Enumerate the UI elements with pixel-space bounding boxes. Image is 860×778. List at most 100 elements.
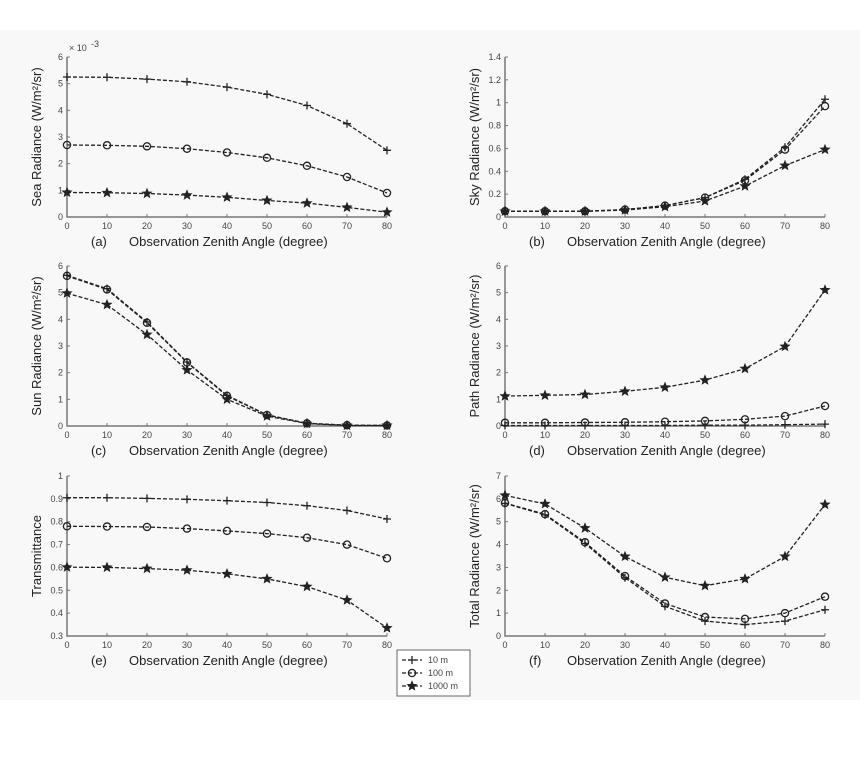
y-tick-label: 2 bbox=[496, 368, 501, 378]
x-tick-label: 50 bbox=[700, 430, 710, 440]
y-multiplier: × 10 bbox=[69, 43, 87, 53]
plus-marker-icon bbox=[223, 496, 231, 505]
star-marker-icon bbox=[261, 194, 273, 206]
x-tick-label: 20 bbox=[580, 221, 590, 231]
plus-marker-icon bbox=[63, 73, 71, 81]
star-marker-icon bbox=[579, 388, 591, 400]
circle-marker-icon bbox=[102, 522, 112, 531]
star-marker-icon bbox=[301, 580, 313, 592]
x-tick-label: 80 bbox=[382, 430, 392, 440]
figure-background bbox=[0, 30, 860, 700]
panel-label: (d) bbox=[529, 443, 545, 458]
y-axis-label: Sun Radiance (W/m²/sr) bbox=[29, 276, 44, 415]
y-tick-label: 1 bbox=[58, 185, 63, 195]
y-tick-label: 4 bbox=[58, 105, 63, 115]
x-axis-label: Observation Zenith Angle (degree) bbox=[129, 443, 328, 458]
x-tick-label: 20 bbox=[142, 221, 152, 231]
y-tick-label: 0.5 bbox=[50, 585, 63, 595]
star-marker-icon bbox=[141, 187, 153, 199]
series-10m bbox=[63, 493, 391, 523]
y-tick-label: 5 bbox=[58, 79, 63, 89]
panel-label: (b) bbox=[529, 234, 545, 249]
star-marker-icon bbox=[619, 385, 631, 397]
x-tick-label: 50 bbox=[700, 640, 710, 650]
star-marker-icon bbox=[499, 489, 511, 501]
star-marker-icon bbox=[539, 498, 551, 509]
y-axis-label: Path Radiance (W/m²/sr) bbox=[467, 274, 482, 417]
star-marker-icon bbox=[819, 143, 831, 155]
star-marker-icon bbox=[699, 195, 711, 206]
y-axis-label: Total Radiance (W/m²/sr) bbox=[467, 484, 482, 628]
circle-marker-icon bbox=[780, 411, 790, 421]
x-axis-label: Observation Zenith Angle (degree) bbox=[129, 234, 328, 249]
circle-marker-icon bbox=[620, 571, 630, 581]
y-tick-label: 0 bbox=[58, 212, 63, 222]
x-tick-label: 50 bbox=[262, 640, 272, 650]
circle-marker-icon bbox=[740, 415, 750, 424]
series-10m bbox=[501, 499, 829, 629]
circle-marker-icon bbox=[142, 318, 152, 328]
star-marker-icon bbox=[101, 186, 113, 198]
y-tick-label: 1.2 bbox=[488, 75, 501, 85]
circle-marker-icon bbox=[620, 418, 630, 427]
star-marker-icon bbox=[181, 189, 193, 200]
x-tick-label: 80 bbox=[382, 640, 392, 650]
star-marker-icon bbox=[61, 186, 73, 198]
y-tick-label: 0.8 bbox=[488, 121, 501, 131]
x-tick-label: 50 bbox=[262, 430, 272, 440]
svg-text:-3: -3 bbox=[91, 39, 99, 49]
legend-label: 1000 m bbox=[428, 681, 458, 691]
plus-marker-icon bbox=[183, 77, 191, 86]
panel-label: (a) bbox=[91, 234, 107, 249]
x-tick-label: 30 bbox=[620, 430, 630, 440]
series-1000m bbox=[499, 143, 831, 216]
x-tick-label: 70 bbox=[342, 430, 352, 440]
y-tick-label: 6 bbox=[496, 494, 501, 504]
circle-marker-icon bbox=[780, 145, 790, 154]
x-tick-label: 10 bbox=[540, 221, 550, 231]
y-tick-label: 6 bbox=[58, 52, 63, 62]
y-tick-label: 4 bbox=[58, 314, 63, 324]
y-tick-label: 0.2 bbox=[488, 189, 501, 199]
plus-marker-icon bbox=[821, 605, 829, 614]
x-tick-label: 0 bbox=[502, 430, 507, 440]
plus-marker-icon bbox=[63, 493, 71, 502]
star-marker-icon bbox=[499, 205, 511, 216]
circle-marker-icon bbox=[700, 612, 710, 622]
y-tick-label: 0.7 bbox=[50, 540, 63, 550]
x-tick-label: 30 bbox=[182, 640, 192, 650]
x-tick-label: 50 bbox=[262, 221, 272, 231]
star-marker-icon bbox=[221, 393, 233, 405]
y-tick-label: 1 bbox=[58, 471, 63, 481]
plus-marker-icon bbox=[343, 119, 351, 128]
x-tick-label: 40 bbox=[222, 640, 232, 650]
star-marker-icon bbox=[261, 573, 273, 584]
y-tick-label: 5 bbox=[58, 288, 63, 298]
x-tick-label: 40 bbox=[222, 221, 232, 231]
circle-marker-icon bbox=[820, 401, 830, 411]
y-tick-label: 6 bbox=[58, 261, 63, 271]
star-marker-icon bbox=[101, 561, 113, 573]
series-1000m bbox=[499, 284, 831, 401]
circle-marker-icon bbox=[660, 599, 670, 608]
y-tick-label: 4 bbox=[496, 540, 501, 550]
circle-marker-icon bbox=[580, 418, 590, 427]
star-marker-icon bbox=[221, 568, 233, 579]
x-tick-label: 60 bbox=[302, 221, 312, 231]
y-tick-label: 1.4 bbox=[488, 52, 501, 62]
circle-marker-icon bbox=[142, 142, 152, 151]
circle-marker-icon bbox=[182, 524, 192, 533]
y-tick-label: 2 bbox=[58, 159, 63, 169]
y-tick-label: 0.6 bbox=[488, 143, 501, 153]
x-tick-label: 60 bbox=[302, 640, 312, 650]
star-marker-icon bbox=[659, 200, 671, 212]
circle-marker-icon bbox=[820, 101, 830, 111]
star-marker-icon bbox=[61, 287, 73, 298]
x-tick-label: 70 bbox=[780, 221, 790, 231]
star-marker-icon bbox=[141, 562, 153, 574]
x-tick-label: 50 bbox=[700, 221, 710, 231]
star-marker-icon bbox=[221, 191, 233, 202]
plus-marker-icon bbox=[183, 495, 191, 504]
